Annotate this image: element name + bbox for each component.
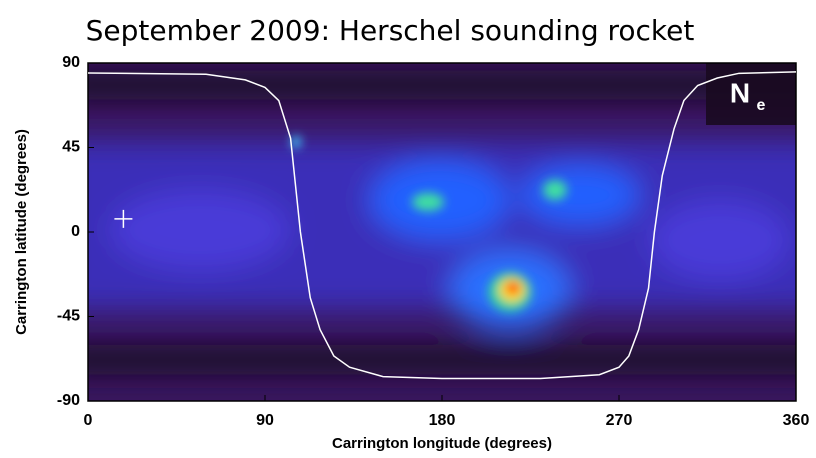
y-tick-label: 45 (62, 139, 80, 156)
x-tick-label: 180 (429, 412, 456, 429)
chart-title: September 2009: Herschel sounding rocket (86, 14, 695, 47)
x-tick-label: 360 (783, 412, 810, 429)
x-axis-label: Carrington longitude (degrees) (332, 435, 552, 452)
curve (87, 71, 797, 380)
y-tick-label: 0 (71, 223, 80, 240)
y-tick-label: 90 (62, 54, 80, 71)
x-tick-label: 270 (606, 412, 633, 429)
x-tick-label: 0 (84, 412, 93, 429)
x-tick-label: 90 (256, 412, 274, 429)
y-tick-label: -90 (57, 392, 80, 409)
cross-marker (114, 209, 133, 228)
y-axis-label: Carrington latitude (degrees) (13, 129, 30, 335)
y-tick-label: -45 (57, 308, 80, 325)
heatmap (88, 63, 796, 401)
annotation: N (730, 77, 750, 108)
annotation-sub: e (757, 97, 766, 114)
